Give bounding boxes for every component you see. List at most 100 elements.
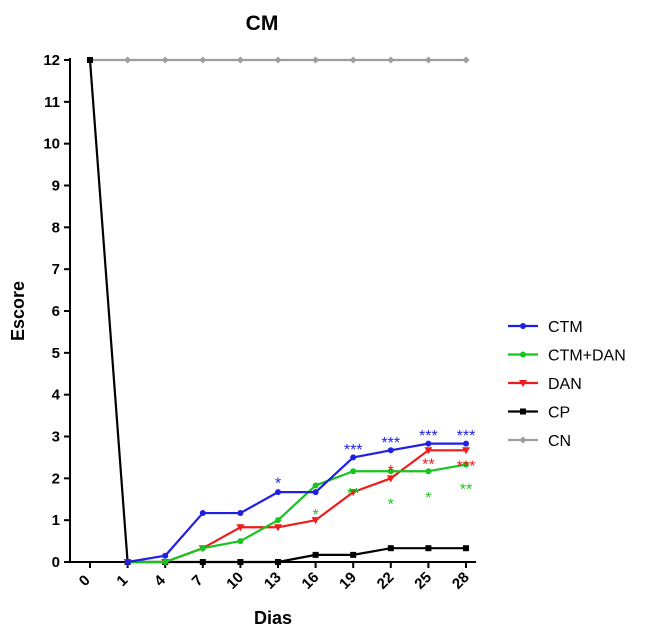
y-tick-label: 10 xyxy=(43,136,60,153)
y-tick-label: 3 xyxy=(52,429,60,446)
y-tick-label: 8 xyxy=(52,219,60,236)
data-point-ctm-dan xyxy=(350,468,357,475)
legend-swatch-marker xyxy=(520,351,526,358)
data-point-dan xyxy=(462,447,470,455)
y-tick-label: 7 xyxy=(52,261,60,278)
significance-mark: ** xyxy=(422,457,434,474)
data-point-ctm xyxy=(275,489,281,496)
legend-item-cn: CN xyxy=(508,433,571,450)
series-line-ctm xyxy=(127,442,466,564)
data-point-ctm-dan xyxy=(463,461,469,468)
series-ctm xyxy=(124,440,469,565)
data-point-dan xyxy=(424,447,433,455)
legend-label: DAN xyxy=(548,376,582,393)
legend-item-cp: CP xyxy=(508,405,570,422)
data-point-ctm xyxy=(124,559,131,565)
significance-mark: ** xyxy=(460,482,472,499)
data-point-cn xyxy=(462,56,470,64)
data-point-dan xyxy=(236,524,245,532)
series-cn xyxy=(86,56,470,64)
data-point-dan xyxy=(311,517,320,525)
y-axis-title: Escore xyxy=(8,281,28,341)
y-tick-label: 12 xyxy=(43,52,60,69)
x-tick-label: 0 xyxy=(76,572,94,590)
legend-swatch-marker xyxy=(520,408,526,415)
data-point-cn xyxy=(236,56,244,64)
data-point-ctm xyxy=(387,447,394,454)
legend-item-ctm: CTM xyxy=(508,319,583,336)
data-point-ctm xyxy=(162,552,169,559)
data-point-cn xyxy=(274,56,282,64)
data-point-cn xyxy=(424,56,432,64)
data-point-cp xyxy=(387,545,394,552)
data-point-ctm xyxy=(350,454,357,461)
significance-mark: * xyxy=(388,463,394,480)
data-point-ctm xyxy=(199,510,206,517)
legend-swatch-marker xyxy=(519,436,527,444)
significance-mark: * xyxy=(388,496,394,513)
data-point-cn xyxy=(312,56,320,64)
x-tick-label: 28 xyxy=(449,569,473,593)
data-point-cn xyxy=(124,56,132,64)
y-tick-label: 9 xyxy=(52,178,60,195)
legend-label: CTM+DAN xyxy=(548,348,626,365)
data-point-ctm-dan xyxy=(199,545,206,552)
data-point-cp xyxy=(275,559,281,565)
y-tick-label: 4 xyxy=(52,387,61,404)
legend-label: CN xyxy=(548,433,571,450)
legend-swatch-marker xyxy=(520,323,526,329)
y-tick-label: 0 xyxy=(52,554,60,571)
data-point-dan xyxy=(386,475,395,483)
significance-mark: *** xyxy=(457,428,476,445)
data-point-dan xyxy=(349,489,358,497)
significance-annotations: **** *** *** **** ** ******* * ** xyxy=(275,428,475,524)
legend-label: CP xyxy=(548,405,570,422)
x-tick-label: 4 xyxy=(151,571,169,589)
data-point-ctm xyxy=(463,440,469,447)
series-ctm-dan xyxy=(124,461,469,565)
significance-mark: *** xyxy=(381,435,400,452)
data-point-cp xyxy=(87,57,93,63)
data-point-ctm xyxy=(237,510,244,517)
legend-swatch-marker xyxy=(519,380,527,387)
x-tick-label: 19 xyxy=(336,569,360,593)
legend-label: CTM xyxy=(548,319,583,336)
data-point-cp xyxy=(237,559,244,565)
data-point-cn xyxy=(387,56,395,64)
data-point-cp xyxy=(425,545,432,552)
x-tick-label: 25 xyxy=(411,569,435,593)
legend-item-dan: DAN xyxy=(508,376,582,393)
data-point-cp xyxy=(463,545,469,552)
x-tick-label: 1 xyxy=(113,572,131,590)
x-tick-label: 22 xyxy=(374,569,398,593)
chart-title: CM xyxy=(246,12,279,35)
significance-mark: * xyxy=(312,507,318,524)
significance-mark: *** xyxy=(344,442,363,459)
x-tick-label: 16 xyxy=(299,569,323,593)
data-point-ctm-dan xyxy=(387,468,394,475)
legend: CTM CTM+DAN DAN CP CN xyxy=(508,319,626,450)
significance-mark: * xyxy=(275,475,281,492)
significance-mark: ** xyxy=(347,486,359,503)
data-point-ctm-dan xyxy=(275,517,281,524)
data-point-dan xyxy=(274,524,282,532)
data-point-cn xyxy=(349,56,357,64)
x-tick-label: 7 xyxy=(189,572,207,590)
significance-mark: *** xyxy=(457,459,476,476)
y-tick-label: 6 xyxy=(52,303,60,320)
x-axis-title: Dias xyxy=(254,608,292,627)
series-line-ctm-dan xyxy=(127,463,467,564)
data-point-ctm-dan xyxy=(237,538,244,545)
y-tick-label: 2 xyxy=(52,470,60,487)
data-point-cn xyxy=(161,56,169,64)
y-tick-label: 5 xyxy=(52,345,60,362)
data-point-cn xyxy=(199,56,207,64)
y-tick-label: 1 xyxy=(52,512,60,529)
data-point-ctm xyxy=(312,489,319,496)
data-point-ctm xyxy=(425,440,432,447)
y-tick-label: 11 xyxy=(44,94,60,111)
series-line-dan xyxy=(127,449,466,564)
significance-mark: *** xyxy=(419,428,438,445)
